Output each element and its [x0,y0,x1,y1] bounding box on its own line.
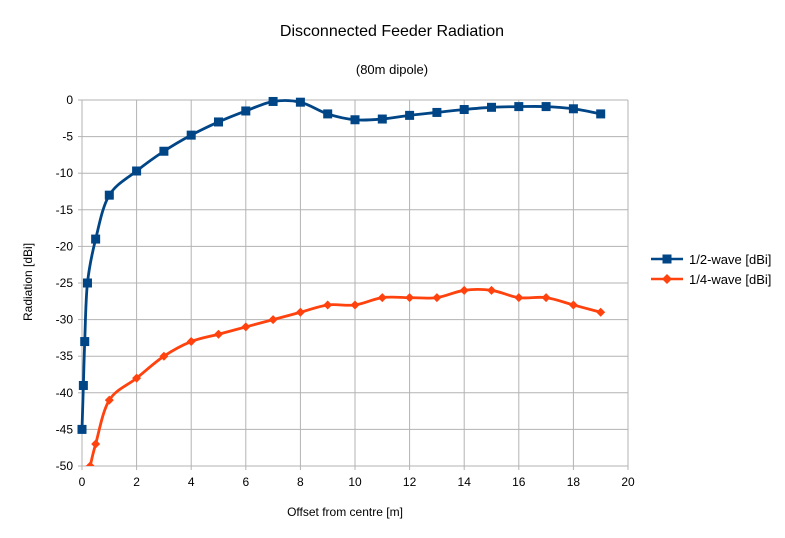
data-point-square [159,146,169,156]
legend-item-half-wave: 1/2-wave [dBi] [651,252,771,267]
data-point-square [186,130,196,140]
data-point-square [80,337,90,347]
x-tick-label: 4 [188,475,195,489]
y-tick-label: -20 [56,239,74,253]
y-tick-label: -40 [56,386,74,400]
legend: 1/2-wave [dBi] 1/4-wave [dBi] [651,252,771,287]
series-area [77,96,606,466]
data-point-diamond [104,395,114,405]
data-point-diamond [541,293,551,303]
x-axis-title: Offset from centre [m] [287,505,403,519]
data-point-square [295,97,305,107]
y-tick-label: -5 [62,130,73,144]
legend-marker-diamond [662,274,672,284]
data-point-diamond [186,337,196,347]
data-point-square [377,114,387,124]
legend-marker-square [662,254,672,264]
x-tick-label: 0 [79,475,86,489]
data-point-square [596,109,606,119]
x-tick-label: 16 [512,475,526,489]
legend-item-quarter-wave: 1/4-wave [dBi] [651,272,771,287]
y-tick-label: -15 [56,203,74,217]
data-point-diamond [91,439,101,449]
y-tick-label: -10 [56,166,74,180]
data-point-square [214,117,223,127]
data-point-diamond [405,293,415,303]
data-point-diamond [596,307,606,317]
series-line [88,288,602,466]
x-tick-label: 14 [458,475,472,489]
data-point-square [459,105,469,115]
data-point-diamond [377,293,387,303]
y-tick-label: -50 [56,459,74,473]
data-point-square [432,107,442,117]
data-point-diamond [459,285,469,295]
x-tick-label: 8 [297,475,304,489]
data-point-square [541,102,551,112]
data-point-diamond [487,285,496,295]
data-point-diamond [85,461,95,466]
x-tick-label: 12 [403,475,417,489]
y-tick-label: -30 [56,313,74,327]
data-point-square [132,166,142,176]
data-point-diamond [159,351,169,361]
chart-title: Disconnected Feeder Radiation [280,23,504,40]
data-point-square [104,190,114,200]
data-point-square [91,234,101,244]
data-point-diamond [241,322,251,332]
x-tick-label: 18 [567,475,581,489]
legend-label-quarter-wave: 1/4-wave [dBi] [689,272,771,287]
x-tick-label: 2 [133,475,140,489]
data-point-square [241,106,251,116]
x-tick-label: 6 [242,475,249,489]
x-tick-label: 20 [621,475,635,489]
series-half-wave [77,96,606,434]
data-point-diamond [514,293,524,303]
y-tick-label: 0 [66,93,73,107]
data-point-square [487,102,496,112]
y-tick-label: -45 [56,422,74,436]
x-tick-label: 10 [348,475,362,489]
data-point-square [78,380,88,390]
data-point-diamond [268,315,278,325]
y-tick-label: -35 [56,349,74,363]
data-point-square [82,278,92,288]
data-point-square [568,104,578,114]
data-point-diamond [350,300,360,310]
data-point-square [268,96,278,106]
data-point-diamond [323,300,333,310]
data-point-diamond [568,300,578,310]
data-point-diamond [132,373,142,383]
data-point-diamond [214,329,223,339]
y-axis-title: Radiation [dBi] [21,243,35,321]
tick-labels: 0 -5 -10 -15 -20 -25 -30 -35 -40 -45 -50 0 2 4 6 8 10 12 1… [56,93,635,489]
data-point-square [514,102,524,112]
data-point-square [323,109,333,119]
data-point-diamond [295,307,305,317]
series-quarter-wave [85,285,606,466]
y-tick-label: -25 [56,276,74,290]
data-point-diamond [432,293,442,303]
data-point-square [405,110,415,120]
legend-label-half-wave: 1/2-wave [dBi] [689,252,771,267]
data-point-square [350,115,360,125]
data-point-square [77,424,87,434]
chart-subtitle: (80m dipole) [356,62,428,77]
